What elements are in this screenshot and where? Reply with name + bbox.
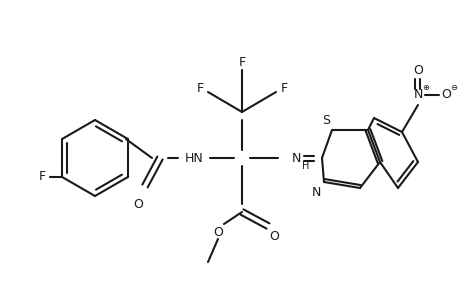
- Text: N: N: [311, 185, 320, 199]
- Text: O: O: [269, 230, 278, 242]
- Text: F: F: [196, 82, 203, 94]
- Text: S: S: [321, 115, 329, 128]
- Text: N: N: [413, 88, 422, 101]
- Text: N: N: [291, 152, 301, 164]
- Text: ⊕: ⊕: [421, 82, 429, 91]
- Text: O: O: [412, 64, 422, 76]
- Text: HN: HN: [184, 152, 203, 164]
- Text: H: H: [302, 161, 309, 171]
- Text: O: O: [213, 226, 223, 238]
- Text: O: O: [440, 88, 450, 101]
- Text: F: F: [39, 170, 45, 184]
- Text: ⊖: ⊖: [449, 82, 457, 91]
- Text: F: F: [280, 82, 287, 94]
- Text: O: O: [133, 197, 143, 211]
- Text: F: F: [238, 56, 245, 68]
